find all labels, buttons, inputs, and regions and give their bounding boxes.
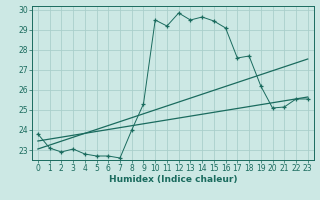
X-axis label: Humidex (Indice chaleur): Humidex (Indice chaleur) (108, 175, 237, 184)
